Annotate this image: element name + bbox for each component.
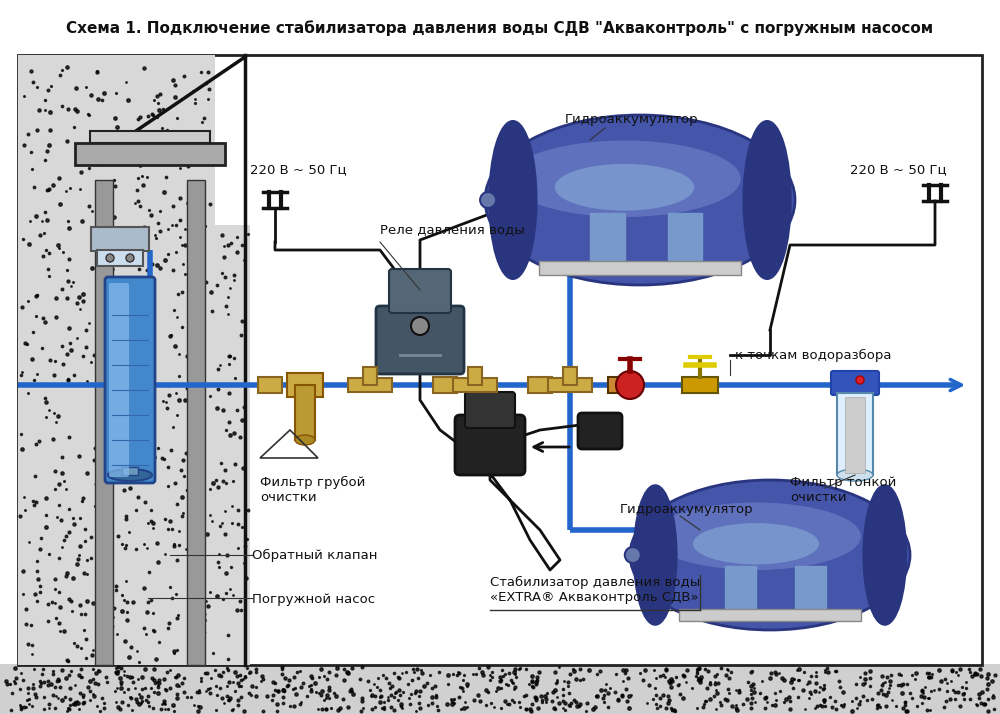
Bar: [187, 180, 205, 665]
Text: Погружной насос: Погружной насос: [252, 593, 375, 606]
Circle shape: [411, 317, 429, 335]
Text: Гидроаккумулятор: Гидроаккумулятор: [565, 114, 699, 126]
Bar: [539, 261, 741, 275]
FancyBboxPatch shape: [105, 277, 155, 483]
Text: 220 В ~ 50 Гц: 220 В ~ 50 Гц: [850, 164, 947, 176]
Bar: [122, 467, 138, 475]
Bar: [590, 213, 624, 259]
FancyBboxPatch shape: [465, 392, 515, 428]
Circle shape: [480, 192, 496, 208]
Bar: [95, 180, 113, 665]
FancyBboxPatch shape: [109, 283, 129, 477]
FancyBboxPatch shape: [389, 269, 451, 313]
Circle shape: [106, 254, 114, 262]
Bar: [548, 378, 592, 392]
Ellipse shape: [837, 469, 873, 481]
Bar: [287, 373, 323, 397]
Bar: [608, 377, 630, 393]
Text: Реле давления воды: Реле давления воды: [380, 223, 525, 236]
Text: Стабилизатор давления воды
«EXTRA® Акваконтроль СДВ»: Стабилизатор давления воды «EXTRA® Аквак…: [490, 576, 700, 604]
Bar: [18, 55, 215, 665]
Bar: [453, 378, 497, 392]
Ellipse shape: [744, 121, 790, 278]
FancyBboxPatch shape: [831, 371, 879, 395]
FancyBboxPatch shape: [97, 250, 143, 266]
Bar: [668, 213, 702, 259]
Bar: [215, 225, 250, 665]
Bar: [837, 393, 873, 475]
Text: Обратный клапан: Обратный клапан: [252, 548, 378, 561]
Bar: [528, 377, 552, 393]
FancyBboxPatch shape: [578, 413, 622, 449]
FancyBboxPatch shape: [91, 227, 149, 251]
Bar: [845, 397, 865, 473]
Bar: [90, 131, 210, 143]
Ellipse shape: [508, 141, 741, 217]
Text: Схема 1. Подключение стабилизатора давления воды СДВ "Акваконтроль" с погружным : Схема 1. Подключение стабилизатора давле…: [66, 20, 934, 36]
Text: к точкам водоразбора: к точкам водоразбора: [735, 348, 892, 361]
Ellipse shape: [485, 115, 795, 285]
Text: 220 В ~ 50 Гц: 220 В ~ 50 Гц: [250, 164, 347, 176]
Bar: [433, 377, 457, 393]
Circle shape: [616, 371, 644, 399]
Circle shape: [126, 254, 134, 262]
Bar: [75, 143, 225, 165]
Bar: [18, 55, 982, 665]
Bar: [682, 377, 718, 393]
Text: Фильтр тонкой
очистки: Фильтр тонкой очистки: [790, 476, 896, 504]
Ellipse shape: [490, 121, 536, 278]
Ellipse shape: [630, 480, 910, 630]
Bar: [258, 377, 282, 393]
Bar: [468, 367, 482, 385]
Ellipse shape: [634, 486, 676, 624]
Bar: [0, 664, 1000, 714]
Circle shape: [625, 547, 641, 563]
Ellipse shape: [693, 523, 819, 564]
FancyBboxPatch shape: [376, 306, 464, 374]
Ellipse shape: [555, 164, 694, 211]
Bar: [795, 566, 826, 608]
Ellipse shape: [651, 503, 861, 570]
Ellipse shape: [108, 469, 152, 481]
Ellipse shape: [295, 435, 315, 445]
FancyBboxPatch shape: [455, 415, 525, 475]
Bar: [295, 385, 315, 440]
Bar: [679, 609, 861, 621]
Bar: [348, 378, 392, 392]
Circle shape: [856, 376, 864, 384]
Bar: [563, 367, 577, 385]
Bar: [725, 566, 756, 608]
Bar: [363, 367, 377, 385]
Text: Гидроаккумулятор: Гидроаккумулятор: [620, 503, 754, 516]
Text: Фильтр грубой
очистки: Фильтр грубой очистки: [260, 476, 365, 504]
Ellipse shape: [864, 486, 906, 624]
